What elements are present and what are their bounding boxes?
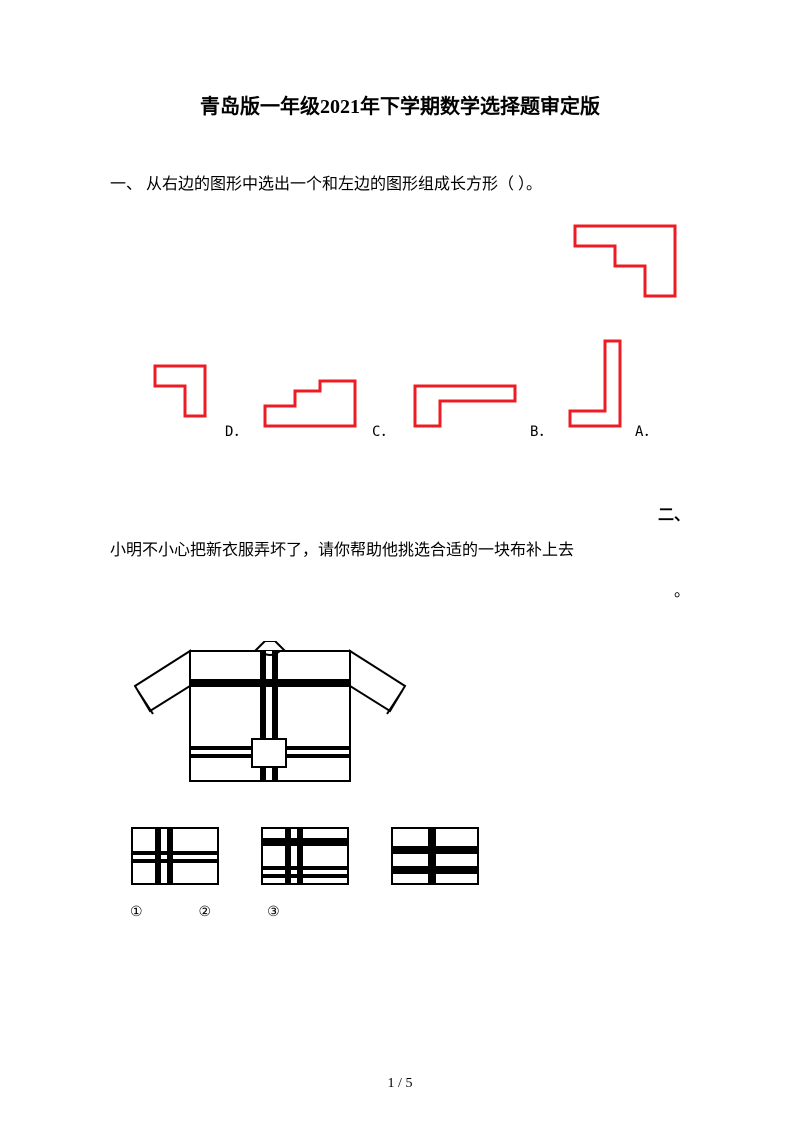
q1-prefix: 一、 — [110, 176, 142, 193]
patch-options — [130, 826, 690, 886]
option-b-shape — [410, 381, 520, 431]
option-c-shape — [260, 376, 360, 431]
q2-text: 小明不小心把新衣服弄坏了，请你帮助他挑选合适的一块布补上去 — [110, 535, 690, 567]
page-title: 青岛版一年级2021年下学期数学选择题审定版 — [110, 90, 690, 119]
page-number: 1 / 5 — [388, 1076, 413, 1092]
option-d-label: D． — [225, 421, 247, 441]
patch-3 — [390, 826, 480, 886]
patch-labels: ① ② ③ — [130, 901, 690, 921]
option-c-label: C． — [372, 421, 394, 441]
option-a-label: A． — [635, 421, 657, 441]
question-1: 一、 从右边的图形中选出一个和左边的图形组成长方形（ ）。 — [110, 169, 690, 201]
patch-2 — [260, 826, 350, 886]
option-d-shape — [150, 361, 210, 421]
q1-text: 从右边的图形中选出一个和左边的图形组成长方形（ ）。 — [146, 176, 542, 193]
question-2: 二、 小明不小心把新衣服弄坏了，请你帮助他挑选合适的一块布补上去 。 — [110, 501, 690, 921]
q1-shapes-area: D． C． B． A． — [110, 221, 690, 471]
q2-prefix: 二、 — [110, 501, 690, 525]
patch-1 — [130, 826, 220, 886]
q2-period: 。 — [110, 577, 690, 601]
option-b-label: B． — [530, 421, 552, 441]
reference-shape — [570, 221, 680, 301]
option-a-shape — [565, 336, 625, 431]
shirt-diagram — [130, 641, 690, 796]
